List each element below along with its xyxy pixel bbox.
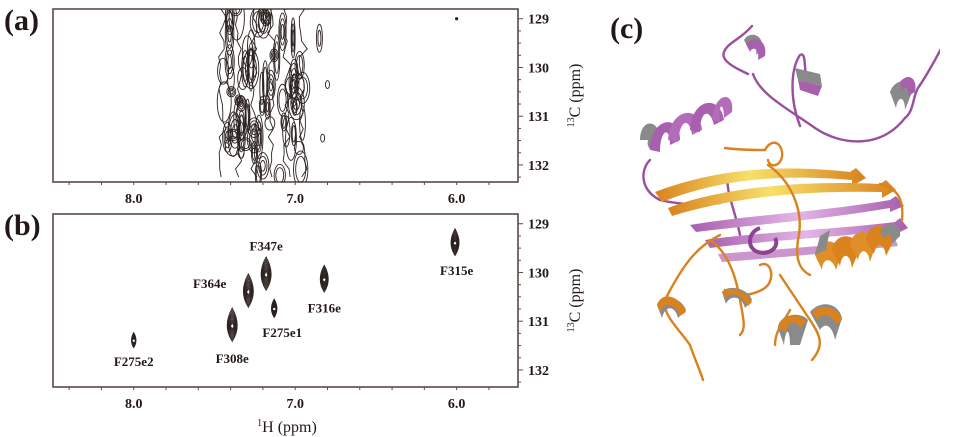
x-tick-label: 8.0 bbox=[125, 192, 143, 207]
spectrum-panel-a: 8.0 7.0 6.0 129 130 131 132 13C (ppm) bbox=[52, 8, 584, 207]
y-tick-label: 130 bbox=[528, 266, 549, 281]
spectrum-panel-b: 8.0 7.0 6.0 129 130 131 132 13C (ppm) F275e2 F308… bbox=[52, 213, 584, 412]
panel-label-a: (a) bbox=[4, 4, 39, 37]
chain-purple-helices bbox=[640, 34, 916, 152]
peak-label: F275e1 bbox=[262, 325, 302, 340]
peak-label: F316e bbox=[308, 301, 341, 316]
peak-label: F315e bbox=[440, 263, 473, 278]
y-tick-label: 129 bbox=[528, 13, 549, 28]
x-tick-label: 7.0 bbox=[286, 397, 304, 412]
nmr-peak bbox=[270, 298, 278, 319]
contours bbox=[216, 9, 459, 182]
y-tick-label: 132 bbox=[528, 159, 549, 174]
contours bbox=[131, 227, 460, 349]
y-tick-label: 129 bbox=[528, 218, 549, 233]
x-tick-label: 7.0 bbox=[286, 192, 304, 207]
peak-label: F347e bbox=[250, 239, 283, 254]
panel-label-b: (b) bbox=[4, 209, 41, 242]
panel-label-c: (c) bbox=[610, 12, 644, 45]
nmr-peak bbox=[319, 264, 329, 293]
nmr-peak bbox=[226, 307, 238, 343]
nmr-peak bbox=[260, 255, 272, 292]
y-axis-title: 13C (ppm) bbox=[566, 64, 584, 128]
nmr-peak bbox=[450, 227, 460, 257]
y-axis-title: 13C (ppm) bbox=[566, 269, 584, 333]
y-tick-label: 131 bbox=[528, 110, 549, 125]
y-tick-label: 130 bbox=[528, 61, 549, 76]
peak-label: F275e2 bbox=[114, 354, 154, 369]
nmr-peak bbox=[242, 273, 254, 309]
plot-frame bbox=[52, 213, 519, 388]
x-tick-label: 6.0 bbox=[448, 397, 466, 412]
x-tick-label: 6.0 bbox=[448, 192, 466, 207]
chain-orange-loops bbox=[663, 141, 904, 382]
peak-label: F364e bbox=[193, 276, 226, 291]
nmr-peak bbox=[131, 331, 137, 349]
x-axis-title: 1H (ppm) bbox=[257, 418, 317, 436]
x-tick-label: 8.0 bbox=[125, 397, 143, 412]
protein-structure-cartoon bbox=[640, 24, 940, 382]
nmr-spectra: 8.0 7.0 6.0 129 130 131 132 13C (ppm) 8.0 7.0 6.0… bbox=[52, 8, 584, 436]
peak-label: F308e bbox=[216, 351, 249, 366]
chain-orange-helices bbox=[657, 224, 901, 345]
chain-purple-turn bbox=[748, 226, 779, 255]
y-tick-label: 132 bbox=[528, 364, 549, 379]
y-tick-label: 131 bbox=[528, 315, 549, 330]
